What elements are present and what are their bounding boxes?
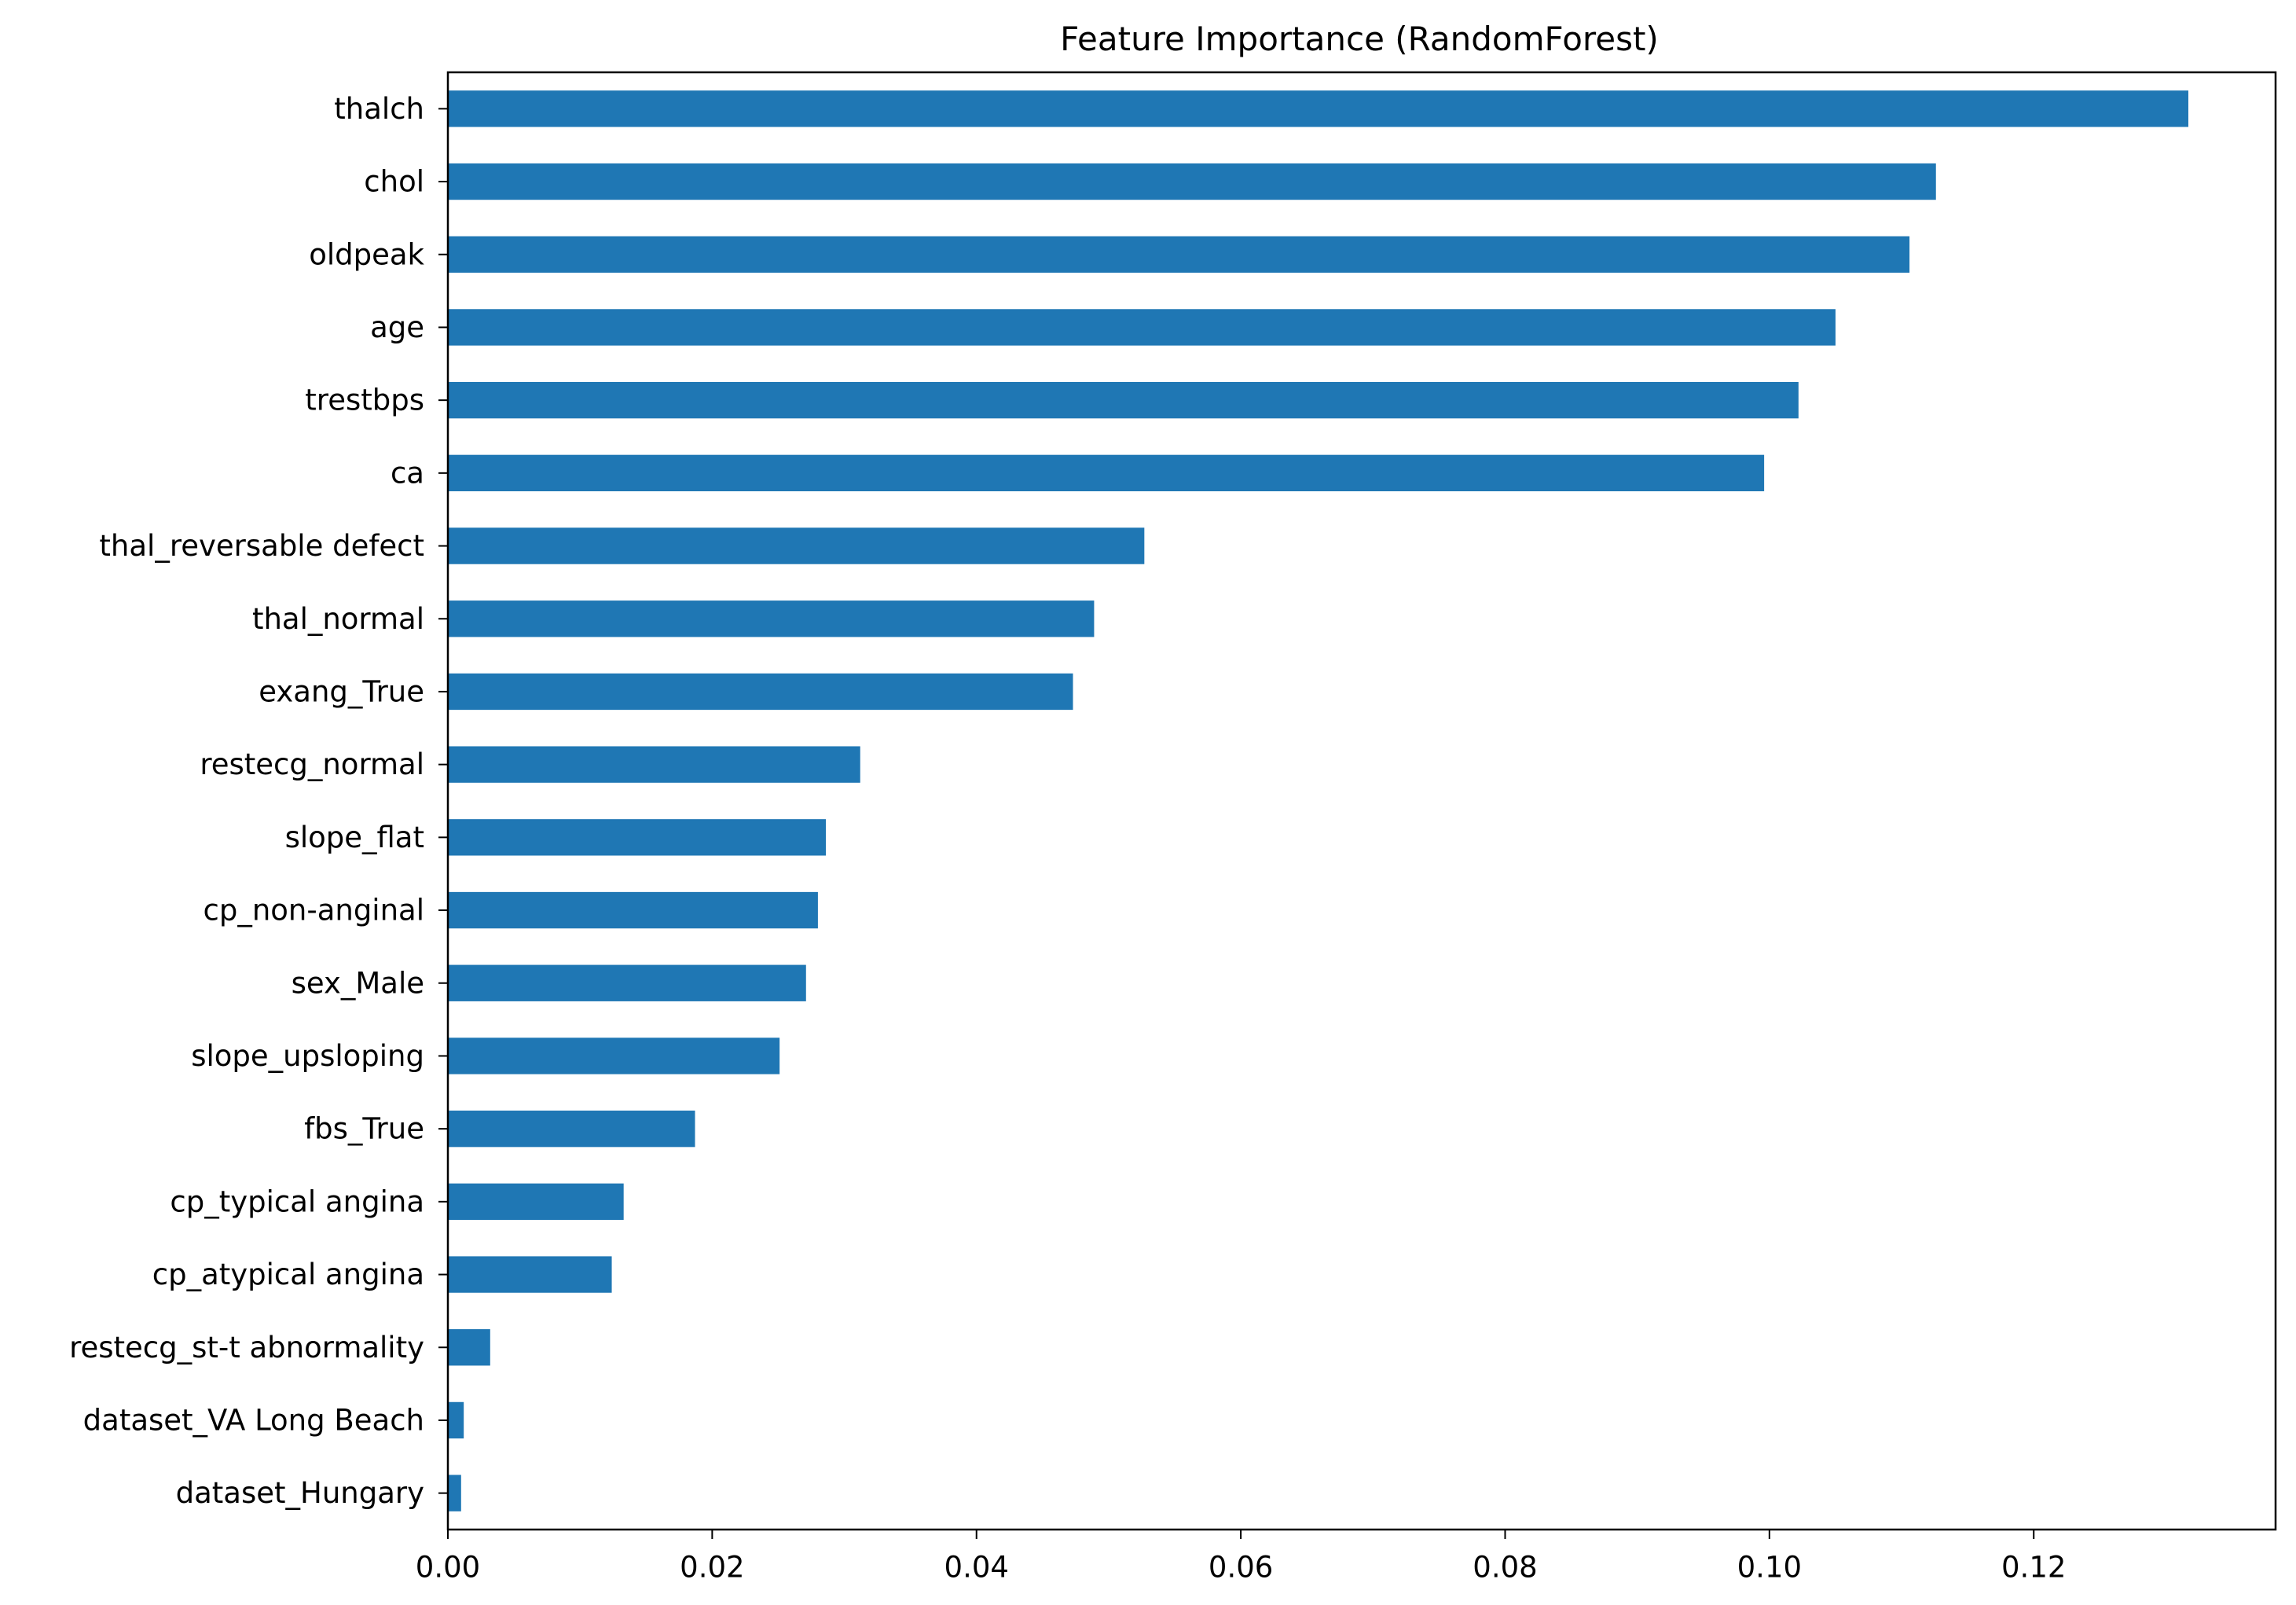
y-tick-label: thal_normal: [252, 602, 424, 636]
bar: [448, 891, 818, 929]
bar: [448, 819, 827, 856]
y-tick-label: sex_Male: [292, 966, 424, 1000]
bar: [448, 746, 860, 783]
y-tick-label: fbs_True: [304, 1112, 424, 1146]
y-tick-label: cp_non-anginal: [203, 894, 424, 927]
plot-frame: [446, 71, 2277, 1531]
bar: [448, 163, 1936, 200]
bar: [448, 527, 1145, 564]
bar: [448, 90, 2188, 127]
y-tick-label: oldpeak: [309, 237, 424, 271]
y-tick-label: ca: [391, 456, 424, 490]
y-tick-label: slope_flat: [285, 821, 424, 854]
y-tick-label: age: [370, 310, 424, 344]
x-tick-label: 0.08: [1473, 1551, 1537, 1585]
bar: [448, 309, 1836, 346]
bar: [448, 600, 1095, 637]
x-tick-label: 0.00: [416, 1551, 480, 1585]
x-tick-label: 0.12: [2001, 1551, 2066, 1585]
bar: [448, 381, 1799, 419]
y-tick-label: trestbps: [305, 384, 424, 417]
bar: [448, 1329, 490, 1366]
bar: [448, 1475, 461, 1511]
chart-title: Feature Importance (RandomForest): [1060, 20, 1659, 58]
y-tick-label: chol: [364, 165, 424, 199]
y-tick-label: cp_atypical angina: [152, 1258, 424, 1291]
bar: [448, 1110, 695, 1148]
bar: [448, 1256, 612, 1293]
bar: [448, 673, 1073, 711]
y-tick-label: dataset_VA Long Beach: [83, 1403, 424, 1437]
bar: [448, 236, 1910, 273]
y-tick-label: restecg_st-t abnormality: [69, 1331, 424, 1364]
y-tick-label: thal_reversable defect: [99, 529, 424, 563]
y-tick-label: slope_upsloping: [191, 1039, 424, 1073]
bar: [448, 1401, 464, 1439]
bars-group: [448, 90, 2188, 1511]
bar: [448, 964, 806, 1001]
bar: [448, 1038, 780, 1074]
x-tick-label: 0.02: [680, 1551, 744, 1585]
y-tick-labels: thalch chol oldpeak age trestbps ca thal_rever…: [69, 92, 448, 1510]
y-tick-label: thalch: [334, 92, 424, 126]
y-tick-label: dataset_Hungary: [176, 1476, 424, 1510]
x-axis: 0.00 0.02 0.04 0.06 0.08 0.10 0.12: [416, 1530, 2066, 1585]
bar: [448, 1183, 624, 1221]
y-tick-label: restecg_normal: [200, 747, 424, 781]
bar: [448, 454, 1765, 492]
x-tick-label: 0.04: [944, 1551, 1009, 1585]
y-tick-label: cp_typical angina: [170, 1184, 424, 1218]
x-tick-label: 0.10: [1737, 1551, 1802, 1585]
x-tick-label: 0.06: [1209, 1551, 1273, 1585]
y-tick-label: exang_True: [259, 674, 424, 708]
